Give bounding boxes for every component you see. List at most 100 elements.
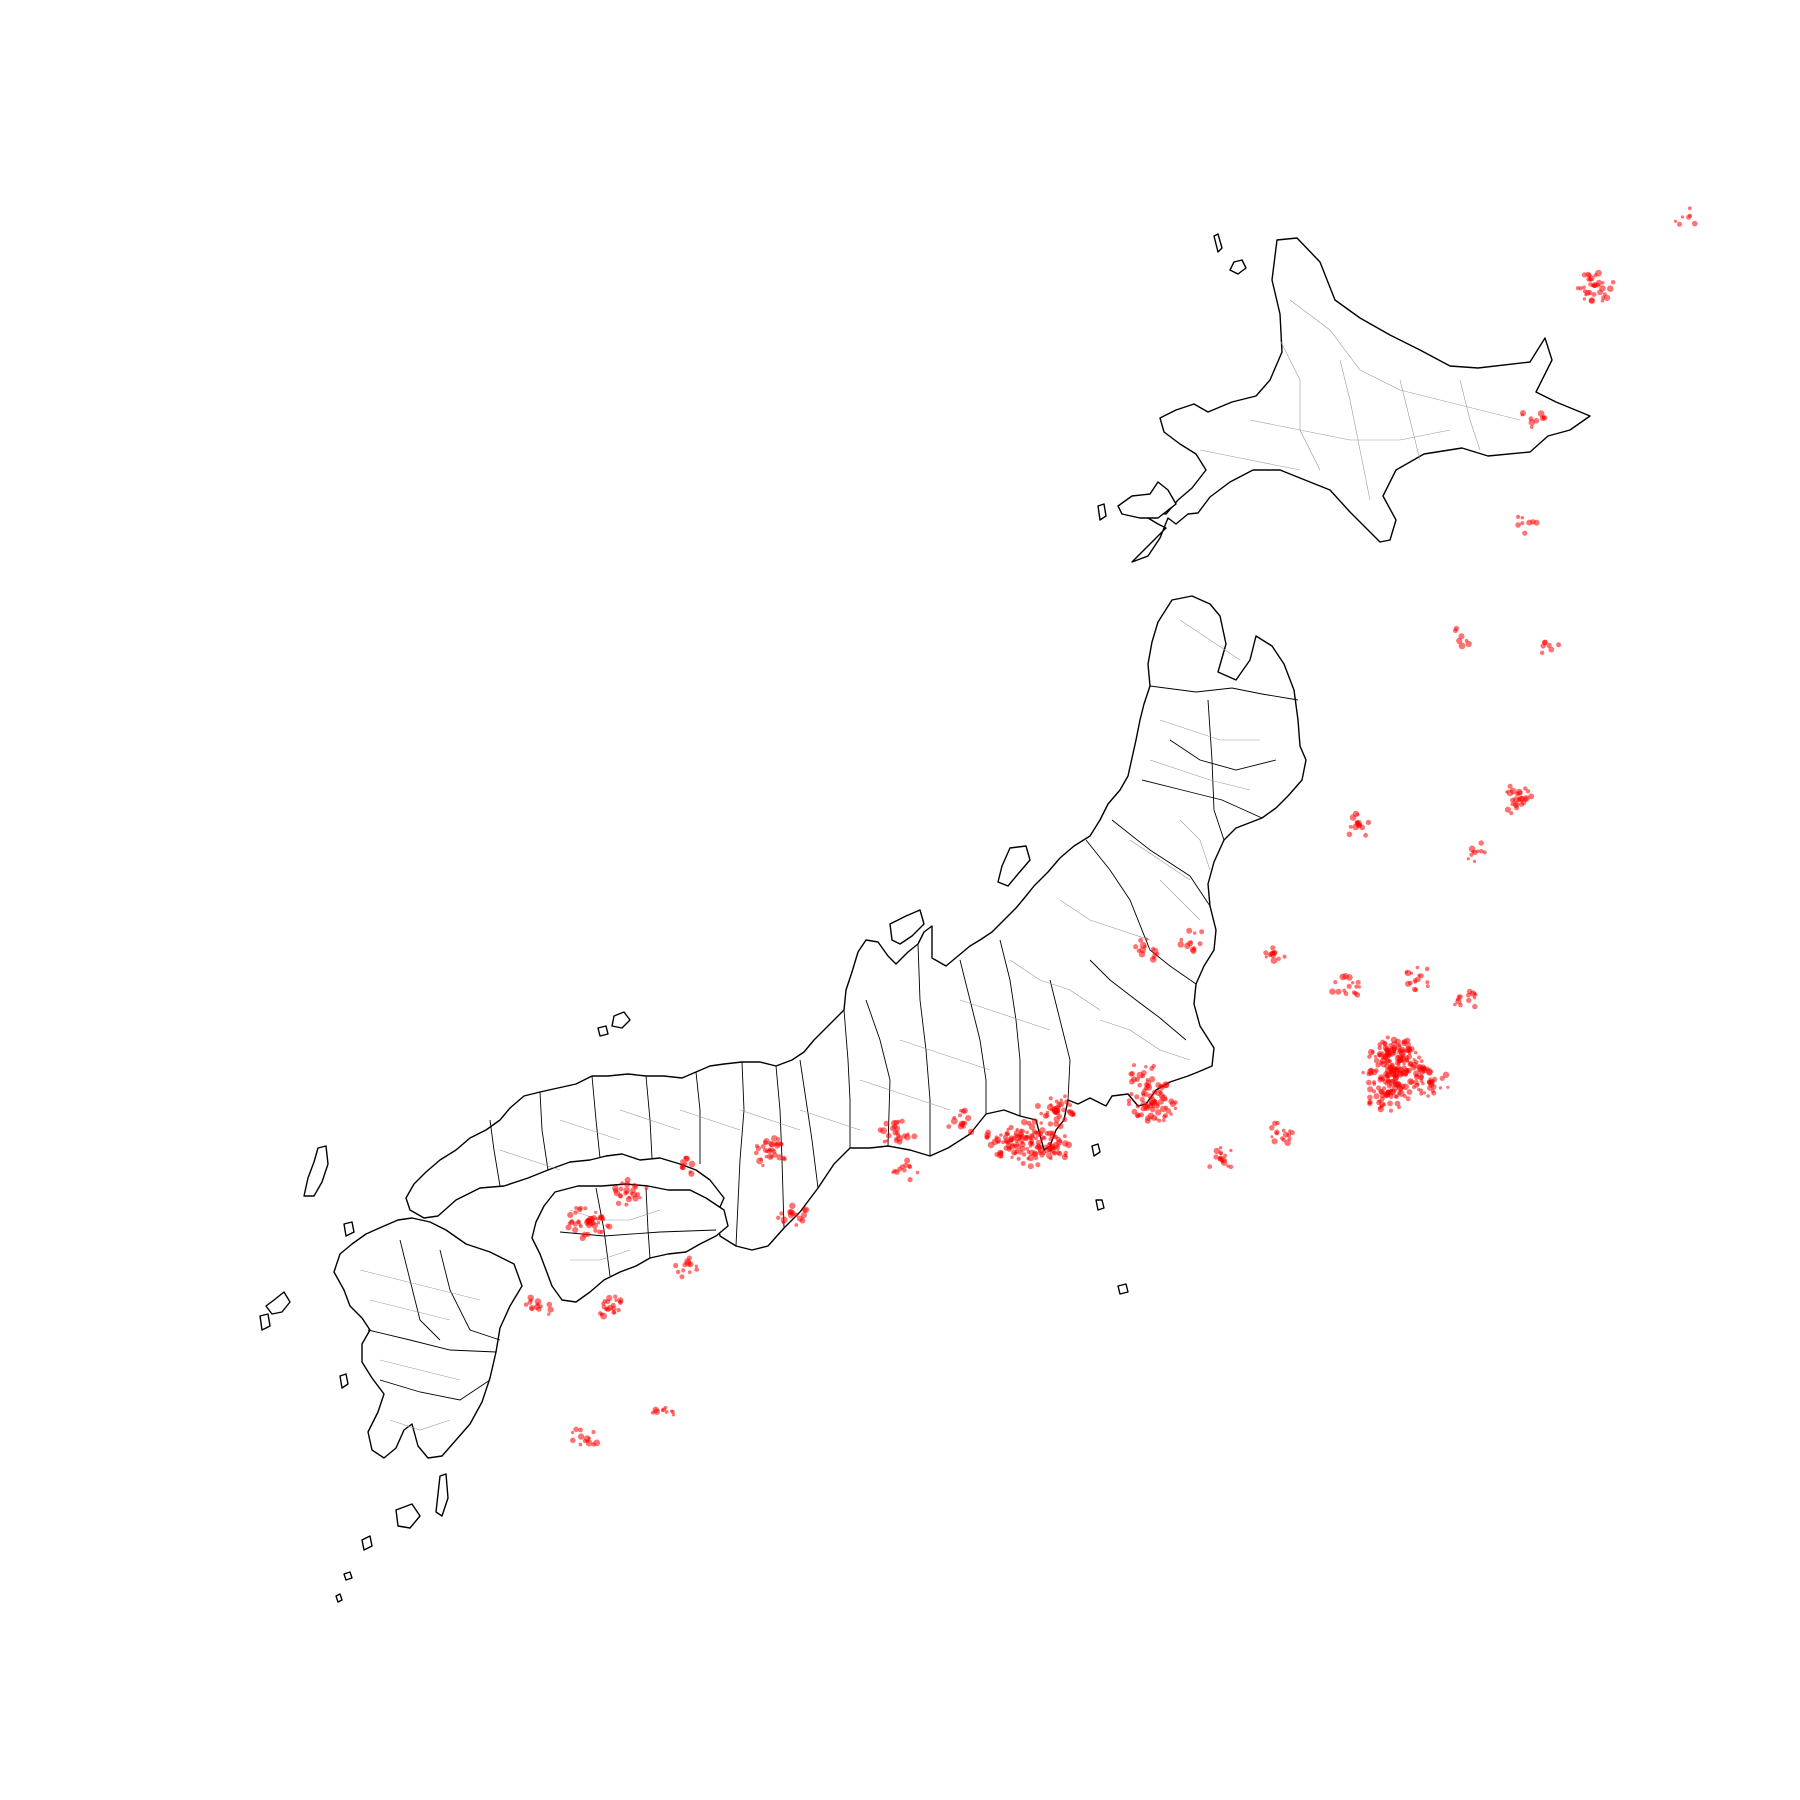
data-point [1415, 976, 1421, 983]
data-point [653, 1408, 660, 1415]
data-point [775, 1140, 782, 1147]
data-point [1035, 1144, 1042, 1151]
data-point [675, 1269, 681, 1275]
data-point [687, 1261, 694, 1268]
data-point [1431, 1084, 1437, 1090]
data-point [1039, 1121, 1043, 1125]
data-point [1129, 1078, 1135, 1085]
data-point [764, 1154, 769, 1159]
data-point [617, 1297, 624, 1304]
data-point [1506, 789, 1514, 797]
data-point [1446, 1085, 1450, 1089]
data-point [1065, 1141, 1073, 1149]
data-point [1041, 1135, 1047, 1141]
data-point [1155, 1102, 1160, 1107]
data-point [1472, 996, 1477, 1000]
data-point [1520, 516, 1525, 520]
data-point [1389, 1094, 1394, 1100]
data-point [1556, 642, 1562, 648]
data-point [581, 1231, 589, 1238]
tokara-island [343, 1571, 353, 1581]
data-point [1548, 646, 1555, 653]
data-point [601, 1301, 606, 1306]
data-point [1135, 1113, 1140, 1118]
data-point [1063, 1150, 1068, 1156]
data-point [1427, 1085, 1433, 1091]
data-point [1456, 637, 1463, 645]
data-point [1374, 1068, 1379, 1073]
data-point [904, 1133, 911, 1141]
data-point [683, 1161, 688, 1166]
data-point [1382, 1040, 1388, 1046]
data-point [1504, 806, 1511, 813]
data-point [897, 1166, 903, 1172]
data-point [1137, 1082, 1142, 1088]
data-point [1386, 1083, 1392, 1089]
data-point [801, 1212, 807, 1219]
data-point [1405, 1041, 1411, 1048]
data-point [1383, 1091, 1391, 1098]
data-point [633, 1184, 639, 1190]
data-point [1426, 1094, 1430, 1098]
data-point [1010, 1155, 1014, 1159]
data-point [1367, 1094, 1373, 1101]
data-point [1425, 984, 1430, 988]
data-point [1149, 956, 1157, 963]
data-point [1417, 1074, 1424, 1081]
data-point [1526, 519, 1533, 526]
data-point [1383, 1046, 1391, 1053]
oki-island-small [597, 1025, 609, 1037]
data-point [1472, 1003, 1478, 1010]
data-point [616, 1307, 621, 1313]
data-point [1193, 931, 1197, 935]
data-point [1405, 980, 1411, 987]
data-point [1207, 1164, 1213, 1169]
data-point [681, 1165, 686, 1171]
data-point [1270, 945, 1276, 951]
data-point [1373, 1057, 1380, 1064]
data-point [1134, 1077, 1140, 1082]
data-point [1468, 845, 1476, 853]
data-point [880, 1127, 887, 1135]
data-point [903, 1162, 909, 1169]
data-point [593, 1228, 598, 1233]
data-point [1482, 850, 1487, 855]
data-point [1031, 1118, 1038, 1125]
data-point [1405, 1058, 1410, 1063]
data-point [756, 1157, 763, 1165]
rishiri-island [1229, 259, 1247, 275]
data-point [1151, 1103, 1155, 1107]
data-point [1408, 1060, 1414, 1067]
data-point [1069, 1110, 1073, 1114]
data-point [1475, 849, 1480, 854]
data-point [1021, 1152, 1027, 1157]
data-point [1020, 1161, 1026, 1166]
data-point [1217, 1155, 1224, 1162]
data-point [1031, 1129, 1038, 1135]
data-point [1008, 1135, 1015, 1142]
data-point [679, 1274, 685, 1280]
data-point [1397, 1105, 1401, 1110]
data-point [1688, 213, 1692, 218]
data-point [767, 1153, 774, 1160]
data-point [1144, 1065, 1148, 1069]
data-point [683, 1155, 690, 1162]
data-point [1377, 1042, 1383, 1048]
data-point [1530, 425, 1534, 430]
data-point [1186, 927, 1193, 934]
data-point [612, 1310, 617, 1315]
data-point [1048, 1137, 1052, 1141]
data-point [768, 1140, 775, 1147]
data-point [1057, 1150, 1063, 1157]
data-point [1582, 285, 1586, 290]
data-point [1597, 289, 1603, 296]
data-point [644, 1186, 649, 1190]
data-point [1133, 944, 1139, 950]
data-point [1525, 789, 1531, 794]
data-point [1057, 1123, 1064, 1130]
yakushima-island [395, 1503, 421, 1529]
data-point [1063, 1094, 1067, 1099]
data-point [1673, 219, 1678, 223]
data-point [1155, 1109, 1162, 1116]
data-point [1173, 1106, 1178, 1111]
